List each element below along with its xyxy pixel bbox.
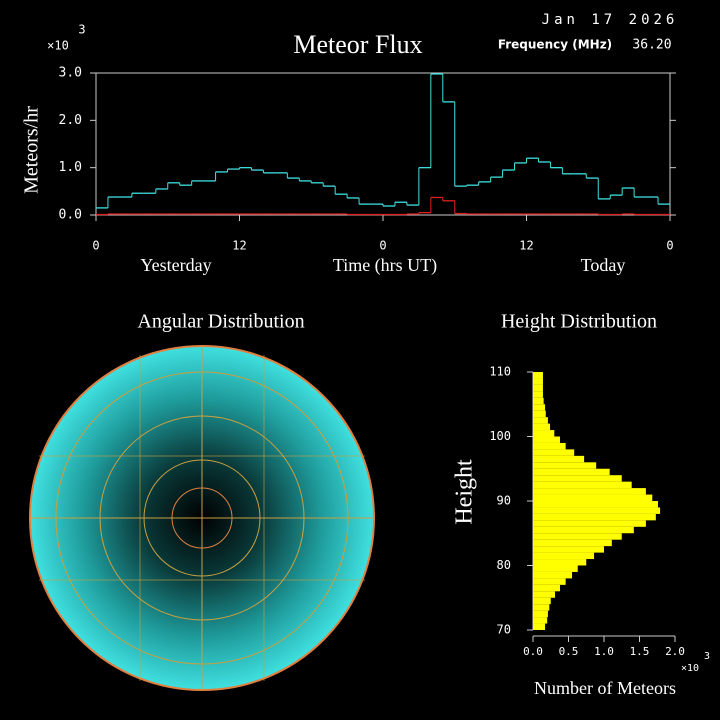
bar [533, 442, 566, 450]
y-tick-label: 2.0 [59, 113, 82, 128]
x-tick-label: 1.0 [594, 645, 614, 658]
x-right-label: Today [581, 255, 626, 275]
bar [533, 397, 544, 405]
x-tick-label: 1.5 [630, 645, 650, 658]
bar [533, 462, 597, 469]
y-label: Meteors/hr [21, 106, 43, 194]
bar [533, 423, 551, 431]
bar [533, 494, 653, 501]
polar-plot [29, 345, 375, 691]
bar [533, 584, 560, 592]
bar [533, 410, 546, 418]
height-title: Height Distribution [501, 311, 657, 333]
bar [533, 617, 548, 624]
y-tick-label: 100 [489, 429, 511, 443]
y-tick-label: 80 [497, 558, 511, 572]
bar [533, 372, 543, 379]
x-left-label: Yesterday [140, 255, 211, 275]
x-tick-label: 0 [92, 239, 99, 253]
x-multiplier-exp: 3 [704, 651, 710, 662]
bar [533, 597, 551, 605]
bar [533, 520, 646, 527]
bar [533, 430, 555, 437]
bar [533, 501, 658, 508]
bar [533, 481, 632, 489]
bar [533, 404, 546, 411]
y-multiplier-exp: 3 [78, 23, 85, 37]
bar [533, 513, 656, 521]
y-tick-label: 110 [489, 365, 511, 379]
polar-title: Angular Distribution [137, 311, 304, 333]
bar [533, 623, 546, 630]
bar [533, 475, 622, 482]
bar [533, 384, 543, 392]
bar [533, 391, 543, 398]
bar [533, 610, 548, 618]
bar [533, 436, 560, 443]
bar [533, 565, 578, 572]
bar [533, 578, 566, 585]
x-tick-label: 2.0 [665, 645, 685, 658]
y-tick-label: 0.0 [59, 208, 82, 223]
x-multiplier: ×10 [681, 663, 699, 674]
bar [533, 559, 587, 566]
x-tick-label: 0.5 [559, 645, 579, 658]
date: Jan 17 2026 [542, 12, 679, 28]
x-tick-label: 0 [666, 239, 673, 253]
bar [533, 455, 585, 463]
frequency: 36.20 [632, 38, 671, 53]
flux-frame [95, 72, 671, 216]
y-tick-label: 3.0 [59, 66, 82, 81]
bar [533, 571, 573, 579]
bar [533, 449, 575, 456]
bar [533, 378, 543, 385]
bar [533, 604, 550, 611]
y-tick-label: 70 [497, 623, 511, 637]
x-label: Time (hrs UT) [333, 255, 437, 276]
x-tick-label: 12 [232, 239, 246, 253]
bar [533, 488, 646, 495]
bar [533, 546, 604, 553]
y-tick-label: 90 [497, 494, 511, 508]
x-tick-label: 0 [379, 239, 386, 253]
bar [533, 552, 595, 560]
bar [533, 417, 548, 424]
height-x-label: Number of Meteors [534, 678, 676, 698]
frequency-label: Frequency (MHz) [498, 38, 612, 52]
height-y-label: Height [452, 459, 478, 525]
bar [533, 507, 661, 514]
bar [533, 539, 612, 547]
y-tick-label: 1.0 [59, 160, 82, 175]
chart-title: Meteor Flux [293, 30, 422, 59]
bar [533, 591, 556, 598]
x-tick-label: 12 [519, 239, 533, 253]
bar [533, 526, 634, 534]
bar [533, 533, 622, 540]
x-tick-label: 0.0 [523, 645, 543, 658]
bar [533, 468, 610, 476]
y-multiplier: ×10 [47, 39, 69, 53]
